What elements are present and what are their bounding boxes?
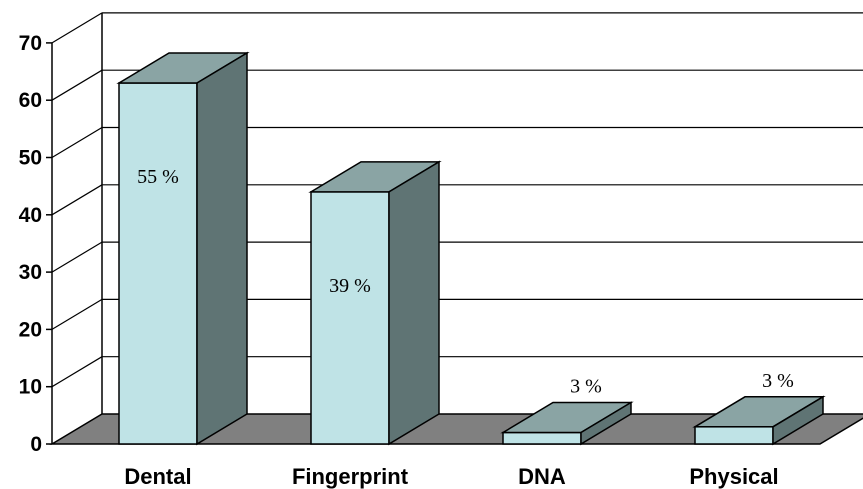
data-label: 55 %	[137, 166, 179, 188]
gridline-diagonal	[51, 12, 103, 44]
y-tick-label: 70	[19, 32, 42, 55]
y-tick-label: 60	[19, 89, 42, 112]
x-tick-label: Dental	[124, 464, 191, 489]
y-tick-label: 30	[19, 261, 42, 284]
bar-front	[310, 191, 390, 445]
bar-side	[580, 401, 632, 446]
gridline-diagonal	[51, 298, 103, 330]
y-tick-label: 40	[19, 204, 42, 227]
data-label: 3 %	[570, 376, 602, 398]
bar-side	[772, 395, 824, 446]
bars	[116, 51, 826, 446]
data-label: 39 %	[329, 275, 371, 297]
bar-side	[196, 51, 248, 446]
y-tick-label: 10	[19, 376, 42, 399]
x-tick-label: DNA	[518, 464, 566, 489]
gridline-diagonal	[51, 126, 103, 159]
gridline-diagonal	[51, 184, 103, 216]
gridline-diagonal	[51, 69, 103, 101]
bar-side	[388, 160, 440, 446]
labels: 0 10 20 30 40 50 60 70 55 % Dental 39 % Fingerprint…	[19, 32, 794, 489]
bar-front	[118, 82, 198, 445]
gridline-diagonal	[51, 241, 103, 273]
y-tick-label: 20	[19, 318, 42, 341]
bar-front	[502, 431, 582, 445]
bar-front	[694, 426, 774, 445]
x-tick-label: Physical	[689, 464, 778, 489]
x-tick-label: Fingerprint	[292, 464, 409, 489]
y-tick-label: 0	[30, 433, 42, 456]
y-axis	[46, 12, 103, 445]
y-tick-label: 50	[19, 147, 42, 170]
data-label: 3 %	[762, 370, 794, 392]
gridline-diagonal	[51, 356, 103, 388]
